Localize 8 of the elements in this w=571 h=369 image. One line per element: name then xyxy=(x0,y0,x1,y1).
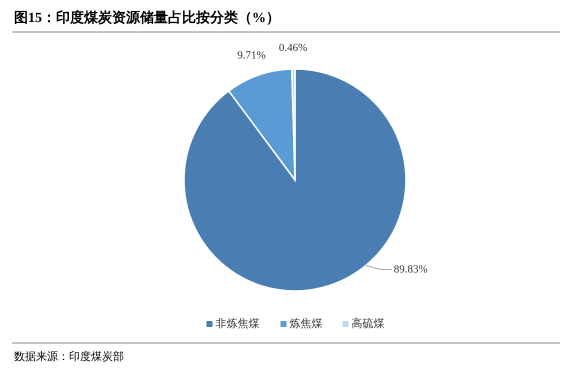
data-label: 89.83% xyxy=(394,263,428,276)
chart-title: 图15：印度煤炭资源储量占比按分类（%） xyxy=(14,9,280,26)
legend-label: 非炼焦煤 xyxy=(216,317,260,330)
data-label: 0.46% xyxy=(278,42,308,54)
source-note: 数据来源：印度煤炭部 xyxy=(14,350,124,363)
legend-label: 高硫煤 xyxy=(352,317,384,330)
legend-label: 炼焦煤 xyxy=(290,318,322,330)
data-label: 9.71% xyxy=(237,49,266,62)
